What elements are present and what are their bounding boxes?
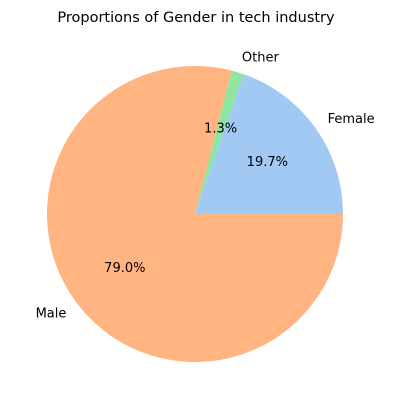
- slice-label-other: Other: [242, 51, 280, 66]
- pie-slice-male: [47, 65, 344, 363]
- pie-labels: Female 19.7% Other 1.3% Male 79.0%: [36, 51, 375, 322]
- pie-slice-other: [195, 70, 244, 214]
- pie-slices: [47, 65, 344, 363]
- pie-slice-female: [195, 74, 343, 214]
- slice-label-female: Female: [328, 112, 375, 127]
- slice-percent-other: 1.3%: [204, 121, 237, 136]
- slice-percent-male: 79.0%: [104, 261, 145, 276]
- chart-title: Proportions of Gender in tech industry: [57, 10, 335, 26]
- slice-percent-female: 19.7%: [247, 155, 288, 170]
- slice-label-male: Male: [36, 306, 67, 321]
